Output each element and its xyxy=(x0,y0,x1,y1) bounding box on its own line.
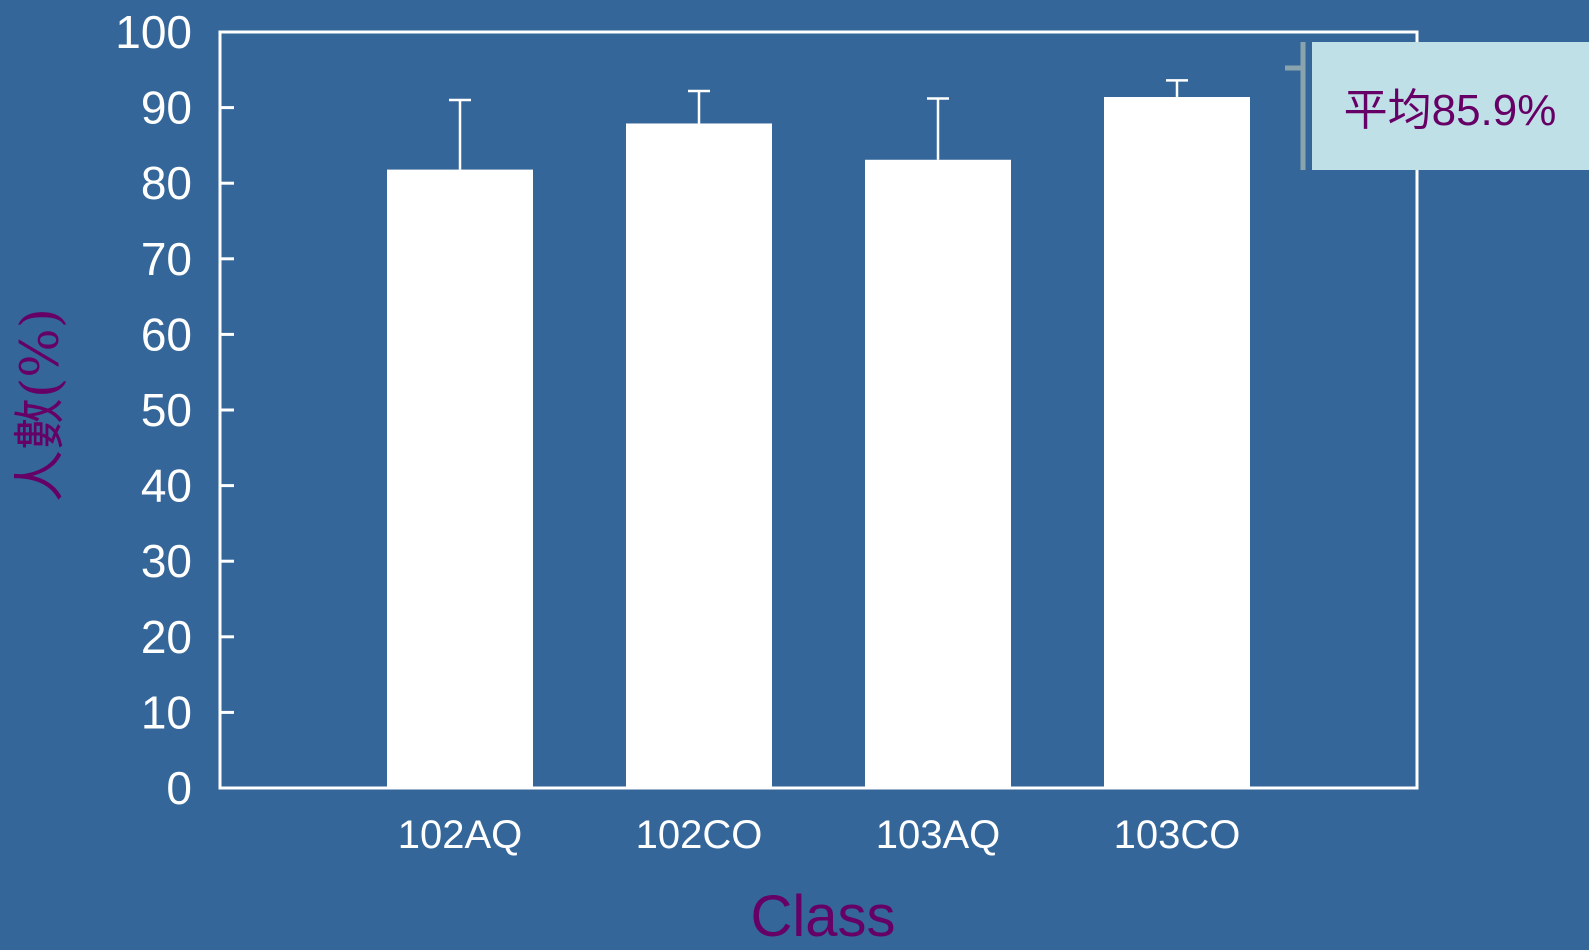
x-tick-label-103AQ: 103AQ xyxy=(876,813,1001,857)
y-axis-ticks: 0 10 20 30 40 50 60 70 80 90 100 xyxy=(115,6,234,814)
x-axis-title: Class xyxy=(750,884,895,949)
y-tick-label: 50 xyxy=(141,384,192,436)
y-tick-label: 20 xyxy=(141,611,192,663)
x-tick-label-102CO: 102CO xyxy=(636,813,763,857)
annotation-callout: 平均85.9% xyxy=(1285,42,1589,170)
annotation-box xyxy=(1312,42,1589,170)
y-tick-label: 100 xyxy=(115,6,192,58)
y-axis-title: 人數(%) xyxy=(11,308,71,502)
bars xyxy=(387,97,1250,789)
x-axis-tick-labels: 102AQ 102CO 103AQ 103CO xyxy=(398,813,1241,857)
bar-102CO xyxy=(626,123,772,788)
y-tick-label: 80 xyxy=(141,157,192,209)
y-tick-label: 90 xyxy=(141,82,192,134)
y-tick-label: 10 xyxy=(141,686,192,738)
bar-102AQ xyxy=(387,169,533,789)
x-tick-label-102AQ: 102AQ xyxy=(398,813,523,857)
bar-103CO xyxy=(1104,97,1250,789)
x-tick-label-103CO: 103CO xyxy=(1114,813,1241,857)
y-tick-label: 70 xyxy=(141,233,192,285)
annotation-text: 平均85.9% xyxy=(1344,86,1557,135)
y-tick-label: 30 xyxy=(141,535,192,587)
y-tick-label: 60 xyxy=(141,308,192,360)
y-tick-label: 40 xyxy=(141,460,192,512)
error-bars xyxy=(449,79,1188,170)
y-tick-label: 0 xyxy=(166,762,192,814)
bar-103AQ xyxy=(865,159,1011,788)
